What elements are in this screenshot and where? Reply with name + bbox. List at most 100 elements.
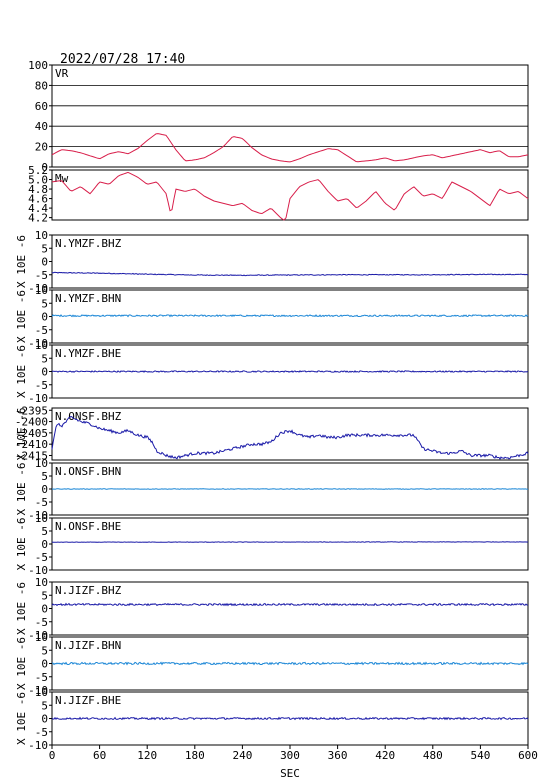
series-label: N.YMZF.BHZ xyxy=(55,237,122,250)
y-tick-label: 4.8 xyxy=(28,183,48,196)
y-tick-label: -5 xyxy=(35,324,48,337)
y-tick-label: -2410 xyxy=(15,438,48,451)
y-tick-label: 0 xyxy=(41,483,48,496)
x-tick-label: 600 xyxy=(518,749,538,762)
unit-label: X 10E -6 xyxy=(15,290,28,343)
y-tick-label: 5 xyxy=(41,297,48,310)
panel-frame xyxy=(51,517,529,571)
y-tick-label: 5 xyxy=(41,525,48,538)
panel-frame xyxy=(51,64,529,168)
y-tick-label: 60 xyxy=(35,100,48,113)
y-tick-label: 5 xyxy=(41,589,48,602)
series-label: VR xyxy=(55,67,69,80)
panel-mw: 4.24.44.64.85.05.2 Mw xyxy=(28,164,529,225)
y-tick-label: -2395 xyxy=(15,404,48,417)
y-tick-label: 10 xyxy=(35,457,48,470)
panels: 020406080100VR4.24.44.64.85.05.2Mw-10-50… xyxy=(15,59,529,752)
y-tick-label: 5.2 xyxy=(28,164,48,177)
y-tick-label: 100 xyxy=(28,59,48,72)
y-tick-label: 10 xyxy=(35,229,48,242)
y-tick-label: -5 xyxy=(35,551,48,564)
y-tick-label: 4.2 xyxy=(28,212,48,225)
x-tick-label: 0 xyxy=(49,749,56,762)
y-tick-label: 0 xyxy=(41,256,48,269)
unit-label: X 10E -6 xyxy=(15,582,28,635)
y-tick-label: -5 xyxy=(35,379,48,392)
x-tick-label: 480 xyxy=(423,749,443,762)
unit-label: X 10E -6 xyxy=(15,692,28,745)
x-tick-label: 420 xyxy=(375,749,395,762)
series-label: N.JIZF.BHZ xyxy=(55,584,122,597)
series-line xyxy=(51,415,529,460)
y-tick-label: 40 xyxy=(35,120,48,133)
series-line xyxy=(51,541,529,543)
x-axis: 0 60 120 180 240 300 360 420 480 540 600 xyxy=(49,745,538,762)
x-tick-label: 300 xyxy=(280,749,300,762)
y-tick-label: 80 xyxy=(35,79,48,92)
panel-frame xyxy=(51,289,529,344)
unit-label: X 10E -6 xyxy=(15,463,28,516)
series-label: N.YMZF.BHN xyxy=(55,292,121,305)
series-line xyxy=(51,133,529,163)
x-tick-label: 120 xyxy=(137,749,157,762)
y-tick-label: 0 xyxy=(41,538,48,551)
x-axis-label: SEC xyxy=(280,767,300,780)
y-tick-label: 5 xyxy=(41,699,48,712)
y-tick-label: 5 xyxy=(41,470,48,483)
y-tick-label: 5.0 xyxy=(28,174,48,187)
y-tick-label: -10 xyxy=(28,739,48,752)
y-tick-label: 10 xyxy=(35,686,48,699)
x-tick-label: 240 xyxy=(232,749,252,762)
series-label: N.ONSF.BHZ xyxy=(55,410,122,423)
unit-label: X 10E -6 xyxy=(15,235,28,288)
series-label: N.ONSF.BHN xyxy=(55,465,121,478)
y-tick-label: 0 xyxy=(41,713,48,726)
series-line xyxy=(51,171,529,221)
series-line xyxy=(51,661,529,666)
y-tick-label: 4.4 xyxy=(28,202,48,215)
y-tick-label: 5 xyxy=(41,242,48,255)
y-tick-label: -10 xyxy=(28,629,48,642)
y-tick-label: 20 xyxy=(35,141,48,154)
y-tick-label: -10 xyxy=(28,282,48,295)
y-tick-label: 0 xyxy=(41,366,48,379)
x-tick-label: 360 xyxy=(328,749,348,762)
x-tick-label: 60 xyxy=(93,749,106,762)
y-tick-label: -2405 xyxy=(15,427,48,440)
y-tick-label: -10 xyxy=(28,509,48,522)
series-label: N.ONSF.BHE xyxy=(55,520,121,533)
y-tick-label: 10 xyxy=(35,512,48,525)
series-line xyxy=(51,602,529,607)
y-tick-label: -5 xyxy=(35,616,48,629)
series-label: N.JIZF.BHE xyxy=(55,694,121,707)
y-tick-label: -2400 xyxy=(15,416,48,429)
timestamp: 2022/07/28 17:40 xyxy=(60,52,185,67)
y-tick-label: 4.6 xyxy=(28,193,48,206)
y-tick-label: 10 xyxy=(35,576,48,589)
unit-label: X 10E -6 xyxy=(15,518,28,571)
y-tick-label: -5 xyxy=(35,496,48,509)
y-tick-label: -10 xyxy=(28,392,48,405)
y-tick-label: -5 xyxy=(35,726,48,739)
series-line xyxy=(51,370,529,373)
series-label: Mw xyxy=(55,172,69,185)
y-tick-label: 0 xyxy=(41,603,48,616)
unit-label: X 10E -6 xyxy=(15,637,28,690)
series-label: N.YMZF.BHE xyxy=(55,347,121,360)
y-tick-label: 0 xyxy=(41,658,48,671)
series-line xyxy=(51,488,529,490)
y-tick-label: 5 xyxy=(41,644,48,657)
series-line xyxy=(51,314,529,318)
y-tick-label: -5 xyxy=(35,671,48,684)
unit-label: X 10E -6 xyxy=(15,345,28,398)
y-tick-label: -5 xyxy=(35,269,48,282)
